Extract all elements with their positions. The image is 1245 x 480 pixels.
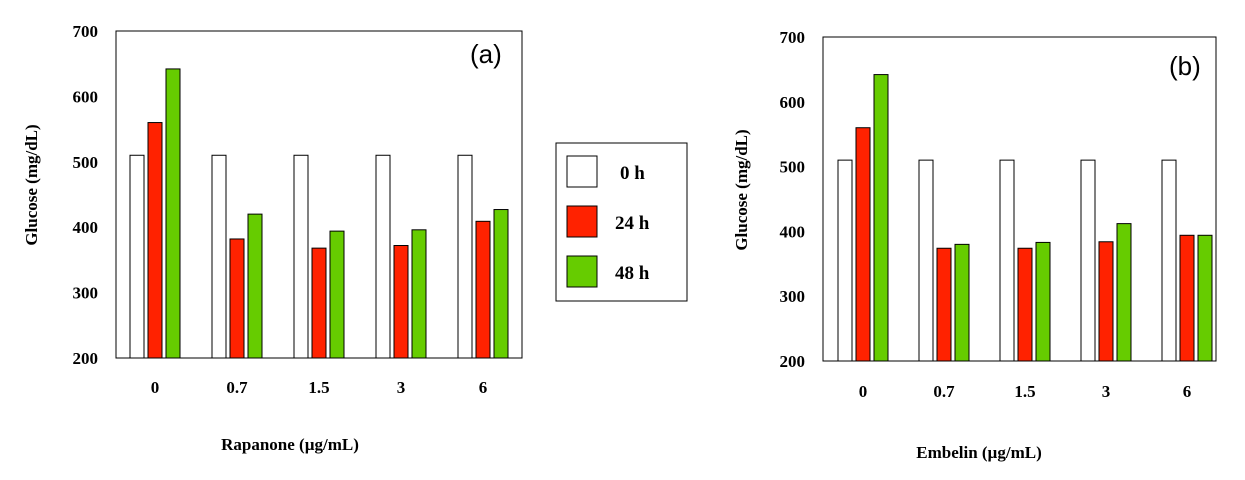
bar-24h-6 — [475, 220, 491, 359]
y-axis-title-b: Glucose (mg/dL) — [732, 129, 751, 250]
x-tick-label: 3 — [397, 378, 406, 397]
bar-48h-3 — [1116, 223, 1132, 362]
x-tick-label: 3 — [1102, 382, 1111, 401]
bar-0h-0.7 — [918, 159, 934, 362]
legend-label-48h: 48 h — [615, 263, 650, 284]
bar-48h-3 — [411, 229, 427, 359]
bar-24h-6 — [1179, 234, 1195, 362]
y-tick-label: 300 — [73, 284, 99, 303]
y-tick-label: 300 — [780, 287, 806, 306]
bar-0h-0.7 — [211, 154, 227, 359]
bar-0h-1.5 — [999, 159, 1015, 362]
bar-24h-0 — [147, 122, 163, 359]
bar-48h-0.7 — [954, 243, 970, 362]
y-tick-label: 200 — [780, 352, 806, 371]
bar-24h-0 — [855, 127, 871, 362]
x-tick-label: 1.5 — [308, 378, 329, 397]
x-tick-label: 0 — [151, 378, 160, 397]
y-tick-label: 700 — [73, 22, 99, 41]
bar-48h-0.7 — [247, 213, 263, 359]
y-tick-label: 500 — [780, 158, 806, 177]
bar-0h-3 — [1080, 159, 1096, 362]
bar-24h-3 — [393, 245, 409, 359]
x-tick-label: 6 — [1183, 382, 1192, 401]
y-tick-label: 600 — [73, 87, 99, 106]
panel-label-a: (a) — [470, 39, 502, 69]
bar-24h-0.7 — [229, 238, 245, 359]
bar-48h-1.5 — [1035, 241, 1051, 362]
x-tick-label: 6 — [479, 378, 488, 397]
legend-label-0h: 0 h — [620, 163, 645, 184]
panel-label-b: (b) — [1169, 51, 1201, 81]
x-tick-label: 0 — [859, 382, 868, 401]
chart-panel-a: (a) Rapanone (µg/mL) Glucose (mg/dL) 200… — [22, 22, 523, 454]
legend: 0 h 24 h 48 h — [555, 142, 688, 302]
bar-0h-1.5 — [293, 154, 309, 359]
y-tick-label: 500 — [73, 153, 99, 172]
bar-24h-0.7 — [936, 247, 952, 362]
bar-24h-1.5 — [1017, 247, 1033, 362]
bar-48h-0 — [873, 74, 889, 362]
bar-0h-6 — [1161, 159, 1177, 362]
bar-48h-1.5 — [329, 230, 345, 359]
legend-swatch-0h — [566, 155, 598, 188]
x-axis-title-a: Rapanone (µg/mL) — [221, 435, 359, 454]
bar-48h-6 — [1197, 234, 1213, 362]
y-tick-label: 400 — [780, 222, 806, 241]
bar-0h-0 — [129, 154, 145, 359]
y-tick-label: 700 — [780, 28, 806, 47]
legend-swatch-48h — [566, 255, 598, 288]
bar-0h-3 — [375, 154, 391, 359]
y-tick-label: 400 — [73, 218, 99, 237]
legend-label-24h: 24 h — [615, 213, 650, 234]
x-tick-label: 0.7 — [226, 378, 248, 397]
bar-48h-0 — [165, 68, 181, 359]
y-tick-label: 200 — [73, 349, 99, 368]
legend-swatch-24h — [566, 205, 598, 238]
chart-panel-b: (b) Embelin (µg/mL) Glucose (mg/dL) 200 3… — [732, 28, 1217, 462]
x-axis-title-b: Embelin (µg/mL) — [916, 443, 1042, 462]
bar-24h-3 — [1098, 241, 1114, 362]
bar-0h-0 — [837, 159, 853, 362]
bar-0h-6 — [457, 154, 473, 359]
bar-48h-6 — [493, 209, 509, 359]
y-axis-title-a: Glucose (mg/dL) — [22, 124, 41, 245]
bar-24h-1.5 — [311, 247, 327, 359]
x-tick-label: 1.5 — [1014, 382, 1035, 401]
y-tick-label: 600 — [780, 93, 806, 112]
x-tick-label: 0.7 — [933, 382, 955, 401]
